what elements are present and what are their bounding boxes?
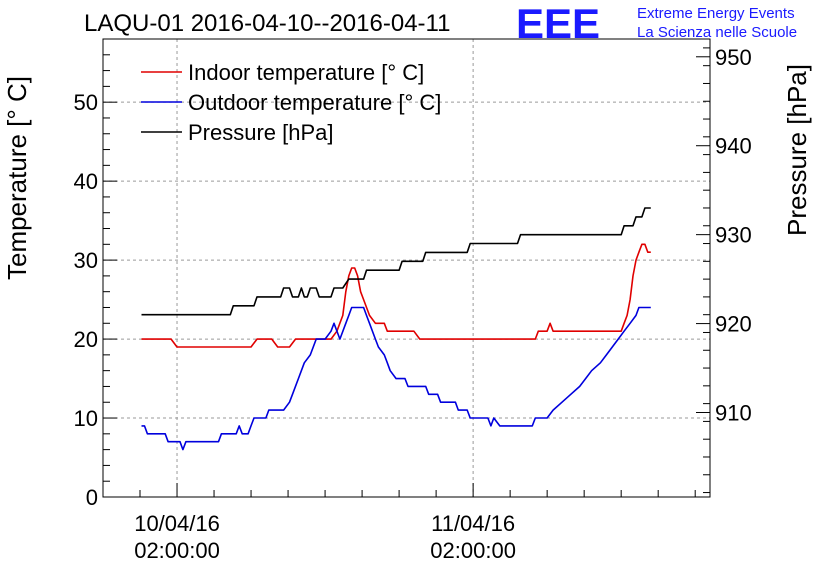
logo-mark: EEE bbox=[516, 0, 600, 47]
legend-label-1: Indoor temperature [° C] bbox=[188, 60, 424, 85]
series-group bbox=[141, 207, 651, 451]
y2-tick-label: 940 bbox=[715, 134, 752, 159]
series-line-2 bbox=[141, 306, 651, 451]
x-tick-label-time: 02:00:00 bbox=[430, 538, 516, 563]
series-line-1 bbox=[141, 243, 651, 348]
legend-label-3: Pressure [hPa] bbox=[188, 120, 334, 145]
logo-line-1: Extreme Energy Events bbox=[637, 5, 795, 22]
x-tick-label-time: 02:00:00 bbox=[134, 538, 220, 563]
legend: Indoor temperature [° C] Outdoor temperat… bbox=[141, 60, 441, 145]
x-tick-label-date: 10/04/16 bbox=[134, 511, 220, 536]
y-tick-label: 50 bbox=[74, 90, 98, 115]
y2-axis-label: Pressure [hPa] bbox=[782, 64, 812, 236]
x-tick-label-date: 11/04/16 bbox=[431, 511, 515, 536]
y2-tick-label: 910 bbox=[715, 401, 752, 426]
axes: 0102030405091092093094095010/04/1602:00:… bbox=[74, 38, 752, 563]
y2-tick-label: 920 bbox=[715, 312, 752, 337]
y2-tick-label: 930 bbox=[715, 223, 752, 248]
series-line-3 bbox=[141, 207, 651, 316]
logo-line-2: La Scienza nelle Scuole bbox=[637, 24, 797, 41]
y2-tick-label: 950 bbox=[715, 45, 752, 70]
y-tick-label: 20 bbox=[74, 327, 98, 352]
y-tick-label: 40 bbox=[74, 169, 98, 194]
eee-logo: EEE Extreme Energy Events La Scienza nel… bbox=[516, 0, 797, 47]
chart-title: LAQU-01 2016-04-10--2016-04-11 bbox=[84, 10, 450, 37]
y-tick-label: 30 bbox=[74, 248, 98, 273]
y-tick-label: 0 bbox=[86, 485, 98, 510]
y-axis-label: Temperature [° C] bbox=[2, 76, 32, 280]
legend-label-2: Outdoor temperature [° C] bbox=[188, 90, 441, 115]
plot-frame bbox=[102, 38, 711, 498]
y-tick-label: 10 bbox=[74, 406, 98, 431]
